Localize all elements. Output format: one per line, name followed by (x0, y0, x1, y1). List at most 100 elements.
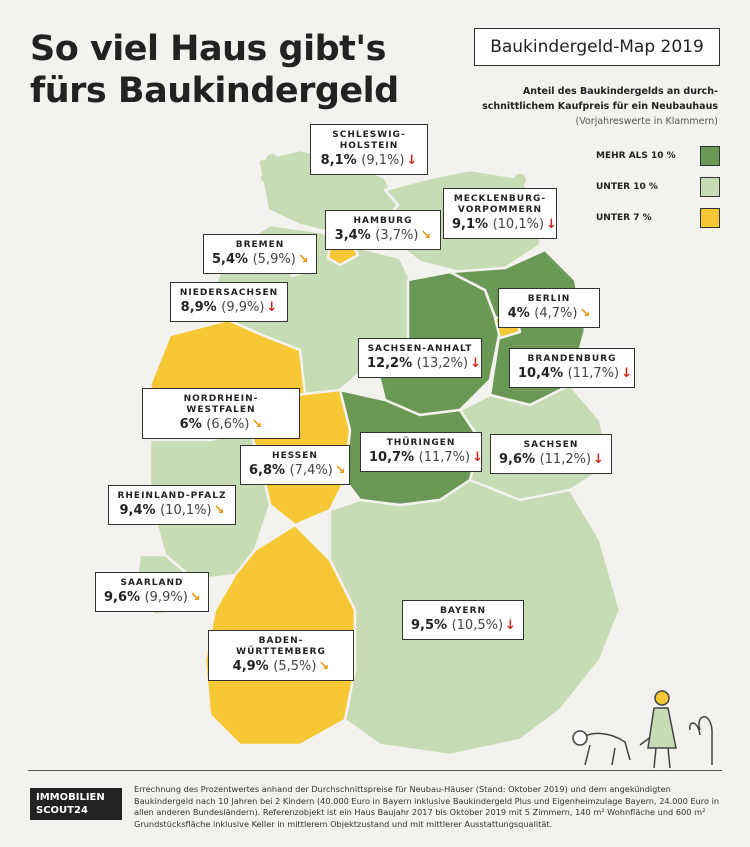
state-name: SCHLESWIG- (332, 130, 406, 140)
state-name-line2: VORPOMMERN (457, 205, 543, 215)
legend-label: MEHR ALS 10 % (596, 151, 676, 161)
value-previous: (5,9%) (252, 252, 296, 267)
subtitle-line2: schnittlichem Kaufpreis für ein Neubauha… (482, 101, 718, 112)
value-current: 9,6% (104, 590, 141, 605)
page-title: So viel Haus gibt's fürs Baukindergeld (30, 28, 399, 112)
state-label-saarland: SAARLAND 9,6% (9,9%) ↘ (95, 572, 209, 612)
state-name: BAYERN (439, 606, 487, 616)
legend-swatch-light-green (700, 177, 720, 197)
value-previous: (7,4%) (289, 463, 333, 478)
value-current: 9,1% (452, 217, 489, 232)
state-label-brandenburg: BRANDENBURG 10,4% (11,7%) ↓ (509, 348, 635, 388)
state-name: SAARLAND (120, 578, 184, 588)
arrow-diagonal-icon: ↘ (297, 252, 309, 267)
value-current: 6,8% (249, 463, 286, 478)
value-current: 4,9% (232, 659, 269, 674)
state-name: BERLIN (527, 294, 571, 304)
state-label-nordrhein-westfalen: NORDRHEIN-WESTFALEN 6% (6,6%) ↘ (142, 388, 300, 439)
value-current: 6% (179, 417, 202, 432)
state-label-sachsen: SACHSEN 9,6% (11,2%) ↓ (490, 434, 612, 474)
arrow-diagonal-icon: ↘ (334, 463, 346, 478)
state-name: MECKLENBURG- (453, 194, 547, 204)
legend-item: UNTER 10 % (596, 177, 720, 197)
state-value: 12,2% (13,2%) ↓ (367, 355, 481, 372)
state-label-baden-wuerttemberg: BADEN-WÜRTTEMBERG 4,9% (5,5%) ↘ (208, 630, 354, 681)
title-line2: fürs Baukindergeld (30, 71, 399, 111)
value-current: 9,6% (499, 452, 536, 467)
value-current: 5,4% (212, 252, 249, 267)
value-previous: (4,7%) (534, 306, 578, 321)
arrow-down-icon: ↓ (593, 452, 604, 467)
title-line1: So viel Haus gibt's (30, 29, 386, 69)
value-previous: (9,1%) (361, 153, 405, 168)
state-label-hamburg: HAMBURG 3,4% (3,7%) ↘ (325, 210, 441, 250)
state-label-bremen: BREMEN 5,4% (5,9%) ↘ (203, 234, 317, 274)
state-label-sachsen-anhalt: SACHSEN-ANHALT 12,2% (13,2%) ↓ (358, 338, 482, 378)
state-name: SACHSEN-ANHALT (367, 344, 473, 354)
arrow-down-icon: ↓ (621, 366, 632, 381)
legend-swatch-dark-green (700, 146, 720, 166)
island (287, 202, 293, 208)
value-current: 10,4% (518, 366, 564, 381)
state-label-mecklenburg-vorpommern: MECKLENBURG- VORPOMMERN 9,1% (10,1%) ↓ (443, 188, 557, 239)
value-previous: (3,7%) (375, 228, 419, 243)
legend-swatch-yellow (700, 208, 720, 228)
value-current: 8,1% (320, 153, 357, 168)
state-value: 10,4% (11,7%) ↓ (518, 365, 632, 382)
arrow-down-icon: ↓ (470, 356, 481, 371)
subtitle-line1: Anteil des Baukindergelds an durch- (522, 86, 718, 97)
state-value: 3,4% (3,7%) ↘ (334, 227, 432, 244)
arrow-diagonal-icon: ↘ (189, 590, 201, 605)
state-value: 8,9% (9,9%) ↓ (179, 299, 279, 316)
value-current: 9,5% (411, 618, 448, 633)
arrow-down-icon: ↓ (406, 153, 418, 168)
state-name: HAMBURG (353, 216, 413, 226)
arrow-down-icon: ↓ (505, 618, 516, 633)
state-name-line2: HOLSTEIN (339, 141, 399, 151)
island (514, 174, 526, 186)
state-name: NIEDERSACHSEN (179, 288, 279, 298)
value-previous: (13,2%) (416, 356, 469, 371)
state-name: BRANDENBURG (527, 354, 617, 364)
value-current: 8,9% (180, 300, 217, 315)
state-value: 8,1% (9,1%) ↓ (319, 152, 419, 169)
state-label-hessen: HESSEN 6,8% (7,4%) ↘ (240, 445, 350, 485)
value-previous: (10,5%) (451, 618, 504, 633)
footer-divider (28, 770, 722, 771)
state-name: NORDRHEIN-WESTFALEN (183, 394, 259, 415)
legend-label: UNTER 10 % (596, 182, 658, 192)
state-name: BREMEN (235, 240, 285, 250)
state-value: 9,4% (10,1%) ↘ (117, 502, 227, 519)
legend-label: UNTER 7 % (596, 213, 652, 223)
state-value: 9,5% (10,5%) ↓ (411, 617, 516, 634)
state-value: 4,9% (5,5%) ↘ (217, 658, 345, 675)
arrow-diagonal-icon: ↘ (318, 659, 330, 674)
value-previous: (9,9%) (144, 590, 188, 605)
state-value: 5,4% (5,9%) ↘ (212, 251, 309, 268)
state-value: 10,7% (11,7%) ↓ (369, 449, 483, 466)
value-previous: (9,9%) (221, 300, 265, 315)
state-value: 4% (4,7%) ↘ (507, 305, 591, 322)
value-current: 12,2% (367, 356, 413, 371)
state-name: THÜRINGEN (386, 438, 456, 448)
state-label-thueringen: THÜRINGEN 10,7% (11,7%) ↓ (360, 432, 483, 472)
state-label-schleswig-holstein: SCHLESWIG- HOLSTEIN 8,1% (9,1%) ↓ (310, 124, 428, 175)
value-previous: (11,7%) (567, 366, 620, 381)
value-previous: (5,5%) (273, 659, 317, 674)
value-current: 3,4% (334, 228, 371, 243)
value-previous: (6,6%) (206, 417, 250, 432)
value-previous: (10,1%) (160, 503, 212, 518)
legend-item: UNTER 7 % (596, 208, 720, 228)
state-label-berlin: BERLIN 4% (4,7%) ↘ (498, 288, 600, 328)
state-value: 9,1% (10,1%) ↓ (452, 216, 557, 233)
logo-line1: IMMOBILIEN (36, 792, 105, 803)
arrow-down-icon: ↓ (546, 217, 557, 232)
value-previous: (11,7%) (418, 450, 471, 465)
arrow-diagonal-icon: ↘ (251, 417, 263, 432)
value-current: 4% (507, 306, 530, 321)
walking-woman-dog-illustration (572, 690, 713, 769)
island (261, 174, 269, 182)
value-current: 10,7% (369, 450, 415, 465)
immobilienscout24-logo: IMMOBILIEN SCOUT24 (30, 788, 122, 820)
state-name: BADEN-WÜRTTEMBERG (236, 636, 326, 657)
